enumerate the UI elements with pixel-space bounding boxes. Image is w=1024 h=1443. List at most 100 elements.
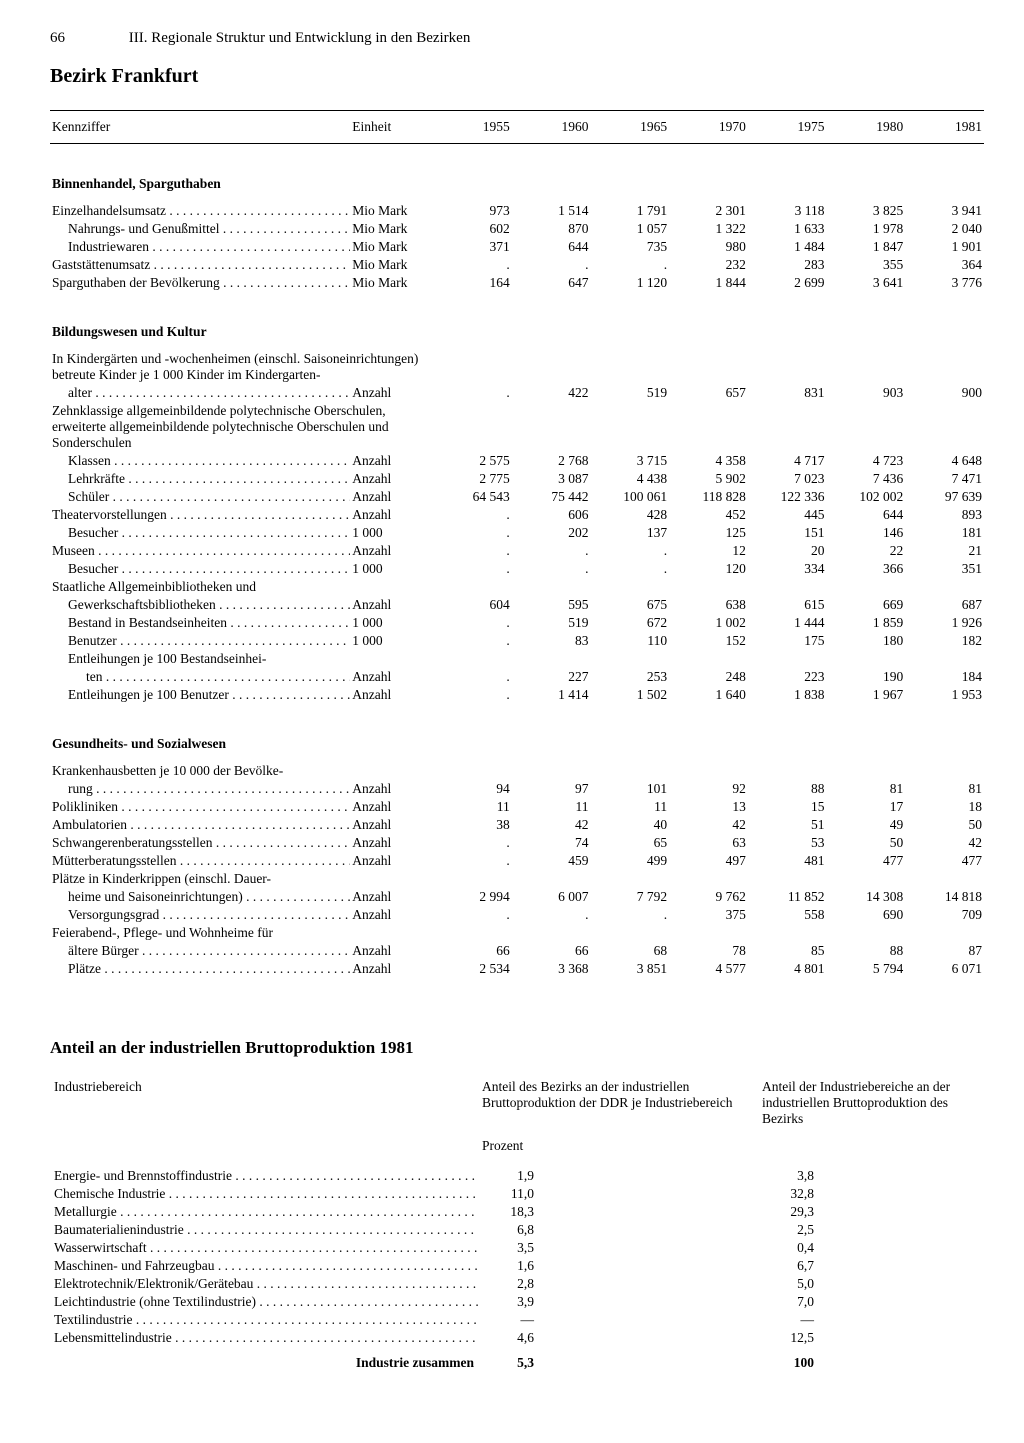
cell-value: 644 (512, 238, 591, 256)
cell-a: 1,6 (478, 1257, 538, 1275)
cell-a: 6,8 (478, 1221, 538, 1239)
row-label: Versorgungsgrad (50, 906, 350, 924)
table-row: alter Anzahl.422519657831903900 (50, 384, 984, 402)
cell-value: 3 851 (590, 960, 669, 978)
cell-value: 7 023 (748, 470, 827, 488)
t2-col3: Anteil der Industriebereiche an der indu… (758, 1078, 984, 1128)
cell-value: 519 (590, 384, 669, 402)
cell-value: 94 (433, 780, 512, 798)
table-row: Sparguthaben der Bevölkerung Mio Mark164… (50, 274, 984, 292)
cell-value: 604 (433, 596, 512, 614)
row-label: Bestand in Bestandseinheiten (50, 614, 350, 632)
cell-value: 3 941 (905, 202, 984, 220)
cell-value: 88 (748, 780, 827, 798)
row-label: Baumaterialienindustrie (50, 1221, 478, 1239)
cell-value: 1 978 (827, 220, 906, 238)
table-row: Gaststättenumsatz Mio Mark...23228335536… (50, 256, 984, 274)
row-label: Leichtindustrie (ohne Textilindustrie) (50, 1293, 478, 1311)
cell-value: 2 994 (433, 888, 512, 906)
cell-value: 11 852 (748, 888, 827, 906)
cell-value: 1 514 (512, 202, 591, 220)
cell-value: 102 002 (827, 488, 906, 506)
row-unit: 1 000 (350, 614, 433, 632)
cell-value: 1 926 (905, 614, 984, 632)
cell-value: 184 (905, 668, 984, 686)
row-label: Gaststättenumsatz (50, 256, 350, 274)
row-label: Mütterberatungsstellen (50, 852, 350, 870)
cell-value: 7 792 (590, 888, 669, 906)
row-label: Metallurgie (50, 1203, 478, 1221)
row-unit: Mio Mark (350, 220, 433, 238)
cell-value: 66 (512, 942, 591, 960)
table-row: Feierabend-, Pflege- und Wohnheime für (50, 924, 984, 942)
row-label: Besucher (50, 560, 350, 578)
cell-value: 903 (827, 384, 906, 402)
total-a: 5,3 (478, 1347, 538, 1372)
cell-value: 87 (905, 942, 984, 960)
row-text: Entleihungen je 100 Bestandseinhei- (50, 650, 984, 668)
table-row: Leichtindustrie (ohne Textilindustrie) 3… (50, 1293, 984, 1311)
row-unit: Mio Mark (350, 202, 433, 220)
cell-value: 602 (433, 220, 512, 238)
cell-value: 78 (669, 942, 748, 960)
row-unit: Anzahl (350, 668, 433, 686)
row-unit: Anzahl (350, 384, 433, 402)
row-label: Nahrungs- und Genußmittel (50, 220, 350, 238)
table2-title: Anteil an der industriellen Bruttoproduk… (50, 1038, 984, 1058)
row-label: Plätze (50, 960, 350, 978)
cell-value: 638 (669, 596, 748, 614)
cell-value: 1 901 (905, 238, 984, 256)
cell-value: 7 436 (827, 470, 906, 488)
total-b: 100 (758, 1347, 818, 1372)
row-label: Maschinen- und Fahrzeugbau (50, 1257, 478, 1275)
table-row: Bestand in Bestandseinheiten 1 000.51967… (50, 614, 984, 632)
cell-value: 42 (669, 816, 748, 834)
cell-a: 3,9 (478, 1293, 538, 1311)
cell-value: . (433, 668, 512, 686)
col-kennziffer: Kennziffer (50, 111, 350, 144)
page: 66 III. Regionale Struktur und Entwicklu… (0, 0, 1024, 1432)
row-unit: Anzahl (350, 596, 433, 614)
cell-value: 13 (669, 798, 748, 816)
cell-value: 364 (905, 256, 984, 274)
row-unit: Anzahl (350, 542, 433, 560)
cell-value: 21 (905, 542, 984, 560)
cell-value: 558 (748, 906, 827, 924)
cell-value: 66 (433, 942, 512, 960)
cell-value: 687 (905, 596, 984, 614)
cell-value: 3 087 (512, 470, 591, 488)
row-unit: Anzahl (350, 960, 433, 978)
cell-value: 53 (748, 834, 827, 852)
cell-value: . (433, 686, 512, 704)
row-label: Theatervorstellungen (50, 506, 350, 524)
cell-value: 74 (512, 834, 591, 852)
cell-value: . (590, 906, 669, 924)
cell-value: . (512, 560, 591, 578)
cell-value: 647 (512, 274, 591, 292)
cell-value: 100 061 (590, 488, 669, 506)
cell-value: 22 (827, 542, 906, 560)
row-unit: 1 000 (350, 560, 433, 578)
cell-value: 4 648 (905, 452, 984, 470)
cell-value: 1 838 (748, 686, 827, 704)
cell-value: 283 (748, 256, 827, 274)
cell-a: 11,0 (478, 1185, 538, 1203)
cell-value: 1 002 (669, 614, 748, 632)
cell-value: 5 794 (827, 960, 906, 978)
cell-value: 3 118 (748, 202, 827, 220)
cell-value: 81 (827, 780, 906, 798)
cell-b: 7,0 (758, 1293, 818, 1311)
table-row: Benutzer 1 000.83110152175180182 (50, 632, 984, 650)
cell-value: 2 301 (669, 202, 748, 220)
row-label: Sparguthaben der Bevölkerung (50, 274, 350, 292)
cell-value: 81 (905, 780, 984, 798)
cell-value: 980 (669, 238, 748, 256)
cell-value: . (433, 542, 512, 560)
row-unit: Mio Mark (350, 238, 433, 256)
row-unit: Anzahl (350, 452, 433, 470)
col-year: 1970 (669, 111, 748, 144)
main-table: KennzifferEinheit19551960196519701975198… (50, 110, 984, 990)
row-label: alter (50, 384, 350, 402)
cell-value: 49 (827, 816, 906, 834)
cell-value: 14 818 (905, 888, 984, 906)
